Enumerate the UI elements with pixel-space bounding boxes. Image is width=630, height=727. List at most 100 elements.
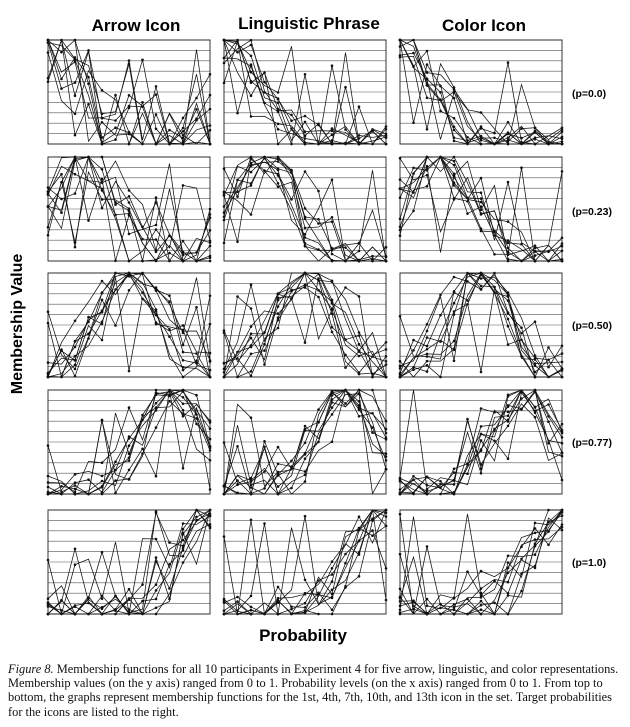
data-point	[276, 168, 280, 172]
data-point	[303, 114, 307, 118]
data-point	[560, 236, 564, 240]
data-point	[236, 357, 239, 360]
data-point	[384, 259, 388, 263]
data-point	[181, 402, 185, 406]
data-point	[344, 388, 347, 392]
data-point	[425, 82, 429, 86]
data-point	[181, 527, 185, 531]
data-point	[181, 328, 185, 332]
data-point	[398, 54, 402, 57]
data-point	[249, 374, 253, 378]
data-point	[114, 93, 117, 97]
data-point	[560, 478, 564, 482]
data-point	[533, 388, 537, 392]
data-point	[560, 126, 564, 130]
data-point	[533, 527, 537, 530]
data-point	[479, 200, 483, 204]
data-point	[100, 89, 104, 92]
data-point	[73, 490, 77, 494]
data-point	[154, 597, 158, 601]
data-point	[222, 375, 226, 379]
data-point	[276, 157, 280, 161]
panel	[222, 38, 388, 146]
data-point	[303, 457, 307, 461]
data-point	[506, 554, 510, 558]
data-point	[533, 354, 537, 357]
data-point	[330, 398, 334, 401]
data-point	[425, 185, 429, 188]
data-point	[493, 601, 496, 605]
data-point	[222, 609, 226, 612]
data-point	[73, 374, 77, 378]
data-point	[547, 543, 550, 547]
data-point	[479, 596, 483, 599]
data-point	[425, 364, 429, 367]
data-point	[398, 178, 402, 181]
data-point	[168, 328, 171, 331]
data-point	[493, 229, 496, 233]
data-point	[208, 375, 212, 379]
data-point	[493, 579, 496, 583]
data-point	[127, 189, 131, 192]
data-point	[249, 43, 253, 47]
data-point	[560, 170, 564, 173]
data-point	[506, 246, 510, 250]
data-point	[195, 361, 198, 365]
data-point	[73, 155, 77, 159]
data-point	[317, 142, 320, 146]
data-point	[141, 599, 144, 603]
data-point	[141, 452, 144, 456]
data-point	[384, 467, 388, 471]
data-point	[303, 134, 307, 137]
data-point	[181, 324, 185, 327]
data-point	[330, 129, 334, 133]
data-point	[73, 339, 77, 343]
data-point	[506, 561, 510, 564]
data-point	[384, 436, 388, 440]
data-point	[533, 356, 537, 360]
data-point	[303, 606, 307, 609]
data-point	[452, 483, 456, 486]
data-point	[181, 136, 185, 140]
data-point	[425, 545, 429, 548]
data-point	[330, 326, 334, 329]
caption-lead: Figure 8.	[8, 662, 54, 676]
data-point	[560, 528, 564, 532]
data-point	[398, 55, 402, 59]
data-point	[506, 241, 510, 245]
data-point	[100, 492, 104, 496]
data-point	[168, 541, 171, 544]
data-point	[46, 38, 50, 42]
data-point	[533, 531, 537, 535]
data-point	[330, 259, 334, 263]
data-point	[127, 456, 131, 460]
data-point	[222, 81, 226, 85]
data-point	[466, 597, 469, 601]
data-point	[533, 142, 537, 146]
panel	[222, 271, 388, 379]
data-point	[330, 413, 334, 416]
data-point	[506, 180, 510, 184]
data-point	[208, 488, 212, 491]
data-point	[276, 155, 280, 159]
data-point	[330, 298, 334, 302]
data-point	[317, 421, 320, 424]
data-point	[60, 77, 63, 81]
data-point	[249, 479, 253, 482]
data-point	[425, 348, 429, 351]
data-point	[154, 589, 158, 592]
data-point	[371, 372, 374, 376]
data-point	[479, 449, 483, 453]
data-point	[506, 580, 510, 584]
data-point	[547, 346, 550, 349]
data-point	[87, 219, 90, 222]
data-point	[452, 347, 456, 351]
data-point	[398, 225, 402, 229]
row-label-p050: (p=0.50)	[572, 320, 612, 332]
participant-line	[399, 403, 563, 492]
data-point	[46, 361, 50, 364]
data-point	[506, 571, 510, 574]
data-point	[303, 424, 307, 428]
data-point	[73, 547, 77, 551]
data-point	[127, 132, 131, 136]
